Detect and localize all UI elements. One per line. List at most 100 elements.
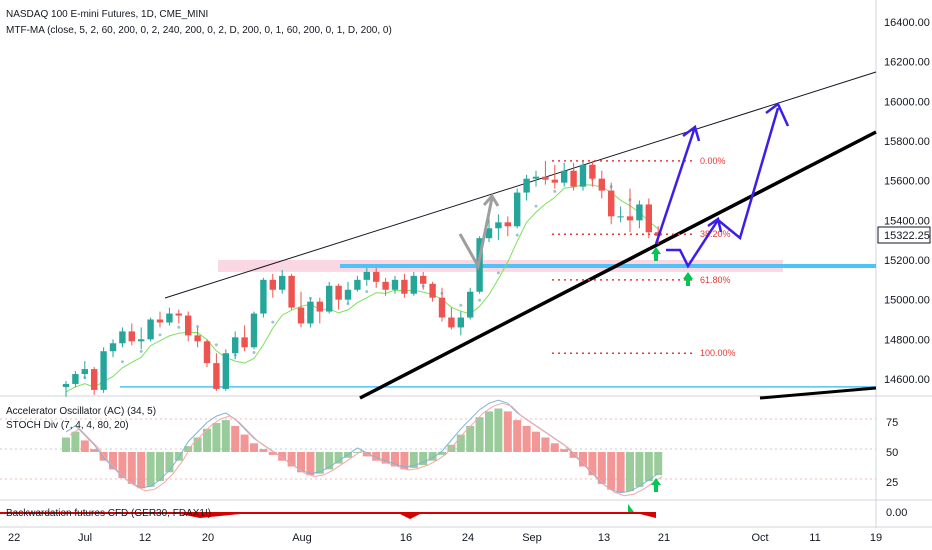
oscillator-bar <box>118 452 127 479</box>
oscillator-bar <box>353 452 362 453</box>
candle <box>363 267 370 286</box>
candle <box>570 162 577 191</box>
candle <box>100 347 107 393</box>
time-tick-label: 19 <box>870 532 882 544</box>
candle <box>81 361 88 379</box>
oscillator-bar <box>259 449 268 452</box>
time-tick-label: 13 <box>598 532 610 544</box>
candle <box>344 281 352 304</box>
candle <box>166 307 173 326</box>
candle <box>109 339 117 358</box>
candle-body <box>438 297 446 318</box>
buy-signal-arrow <box>651 478 661 492</box>
candle-body <box>467 291 474 318</box>
candle-body <box>288 275 295 308</box>
oscillator-bar <box>278 452 287 461</box>
candle-body <box>523 178 530 193</box>
backwardation-pane <box>0 504 656 519</box>
oscillator-bar <box>607 452 616 490</box>
candle <box>373 267 380 288</box>
candle-body <box>561 170 568 183</box>
candle-body <box>185 315 192 336</box>
candle-body <box>138 339 145 342</box>
candle-body <box>551 179 558 183</box>
time-tick-label: 24 <box>462 532 474 544</box>
oscillator-bar <box>80 440 89 452</box>
candle-body <box>645 204 652 233</box>
time-tick-label: Oct <box>751 532 768 544</box>
projection-arrows[interactable] <box>458 102 790 286</box>
fib-level-label: 0.00% <box>700 156 726 166</box>
candle-body <box>62 383 70 387</box>
candle-body <box>335 285 342 300</box>
oscillator-bar <box>616 452 625 493</box>
price-tick-label: 14600.00 <box>884 374 930 386</box>
candle-body <box>457 317 464 328</box>
candle-body <box>91 369 98 390</box>
oscillator-bar <box>391 452 399 467</box>
time-tick-label: Aug <box>292 532 312 544</box>
oscillator-bar <box>588 452 597 476</box>
candle <box>410 271 417 296</box>
candle-body <box>504 222 511 227</box>
candle-body <box>636 204 643 221</box>
price-tick-label: 16400.00 <box>884 17 930 29</box>
oscillator-bar <box>400 452 409 470</box>
oscillator-bar <box>240 434 249 452</box>
oscillator-bar <box>541 437 550 452</box>
oscillator-bar <box>287 452 296 467</box>
fibonacci-retracement[interactable]: 0.00% 38.20% 61.80% 100.00% <box>552 156 736 358</box>
time-tick-label: 20 <box>202 532 214 544</box>
oscillator-bar <box>409 452 418 468</box>
candle-body <box>222 353 229 389</box>
candle-body <box>532 176 540 179</box>
candle <box>561 162 568 187</box>
oscillator-bar <box>428 452 437 461</box>
candle-body <box>100 351 107 390</box>
candle <box>598 170 605 199</box>
candle <box>542 160 549 185</box>
time-axis[interactable]: 22 Jul 12 20 Aug 16 24 Sep 13 21 Oct 11 19 <box>8 532 882 544</box>
candle-body <box>373 271 380 282</box>
ma-dot <box>139 349 143 353</box>
price-tick-label: 16000.00 <box>884 96 930 108</box>
time-tick-label: 11 <box>809 532 820 544</box>
candle <box>532 170 540 187</box>
oscillator-bar <box>532 431 540 452</box>
candle-body <box>448 317 455 328</box>
candle-body <box>617 216 624 218</box>
candle-body <box>232 337 239 354</box>
time-tick-label: 22 <box>8 532 20 544</box>
oscillator-bar <box>456 434 465 452</box>
trend-lines[interactable] <box>164 71 877 400</box>
candle <box>175 309 182 324</box>
candle <box>260 277 267 318</box>
price-axis[interactable]: 16400.00 16200.00 16000.00 15800.00 15600.00… <box>884 17 930 386</box>
oscillator-bar <box>146 452 155 487</box>
candle-body <box>260 279 267 314</box>
lower-trend-line-2 <box>759 386 877 400</box>
oscillator-bar <box>203 428 211 452</box>
oscillator-pane <box>0 399 876 497</box>
osc-level-75: 75 <box>886 417 898 429</box>
ma-dot <box>553 189 557 193</box>
fib-level-label: 100.00% <box>700 348 736 358</box>
candle-body <box>326 285 333 312</box>
oscillator-bar <box>127 452 136 484</box>
ma-dot <box>252 351 256 355</box>
candle <box>608 182 615 225</box>
oscillator-bar <box>109 452 117 470</box>
ma-dot <box>214 343 218 347</box>
oscillator-bar <box>503 411 512 452</box>
ma-dot <box>346 302 350 306</box>
candle <box>448 307 455 330</box>
candle <box>297 291 305 328</box>
candle <box>119 327 126 348</box>
candle-body <box>109 343 117 352</box>
stoch-label: STOCH Div (7, 4, 4, 80, 20) <box>6 420 129 431</box>
oscillator-bar <box>62 437 70 452</box>
candle-body <box>570 170 577 187</box>
candle-body <box>485 228 493 239</box>
price-tick-label: 15800.00 <box>884 136 930 148</box>
